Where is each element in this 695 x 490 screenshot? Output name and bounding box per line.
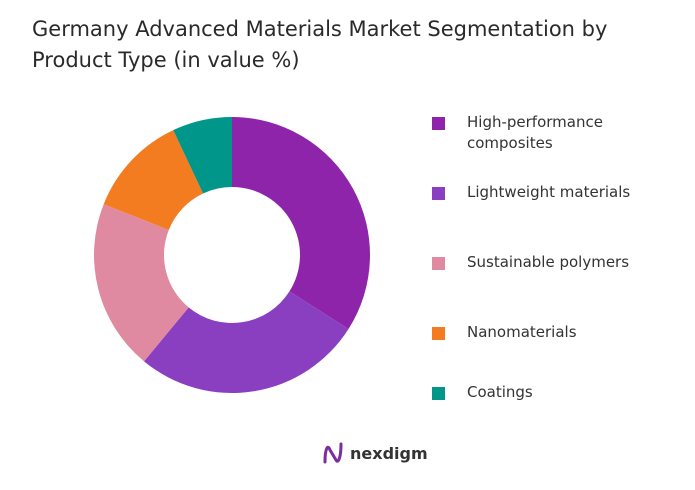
legend-label: High-performance composites	[467, 113, 603, 152]
legend-label: Nanomaterials	[467, 323, 577, 341]
nexdigm-logo: nexdigm	[322, 440, 428, 466]
legend-item: Lightweight materials	[432, 182, 672, 203]
legend-label: Coatings	[467, 383, 533, 401]
legend-item: Nanomaterials	[432, 322, 672, 343]
slice-coatings	[173, 117, 232, 194]
legend-label: Sustainable polymers	[467, 253, 630, 271]
legend-label: Lightweight materials	[467, 183, 631, 201]
legend-item: Coatings	[432, 382, 672, 403]
slice-lightweight-materials	[144, 291, 349, 393]
slice-high-performance-composites	[232, 117, 370, 329]
slice-nanomaterials	[103, 130, 204, 230]
legend-swatch	[432, 327, 445, 340]
nexdigm-logo-icon	[323, 442, 343, 464]
legend-swatch	[432, 117, 445, 130]
brand-name: nexdigm	[350, 443, 428, 463]
chart-title: Germany Advanced Materials Market Segmen…	[32, 17, 608, 72]
legend-item: High-performance composites	[432, 112, 672, 154]
legend-swatch	[432, 387, 445, 400]
legend-swatch	[432, 257, 445, 270]
legend-item: Sustainable polymers	[432, 252, 672, 273]
legend-swatch	[432, 187, 445, 200]
slice-sustainable-polymers	[93, 204, 189, 362]
